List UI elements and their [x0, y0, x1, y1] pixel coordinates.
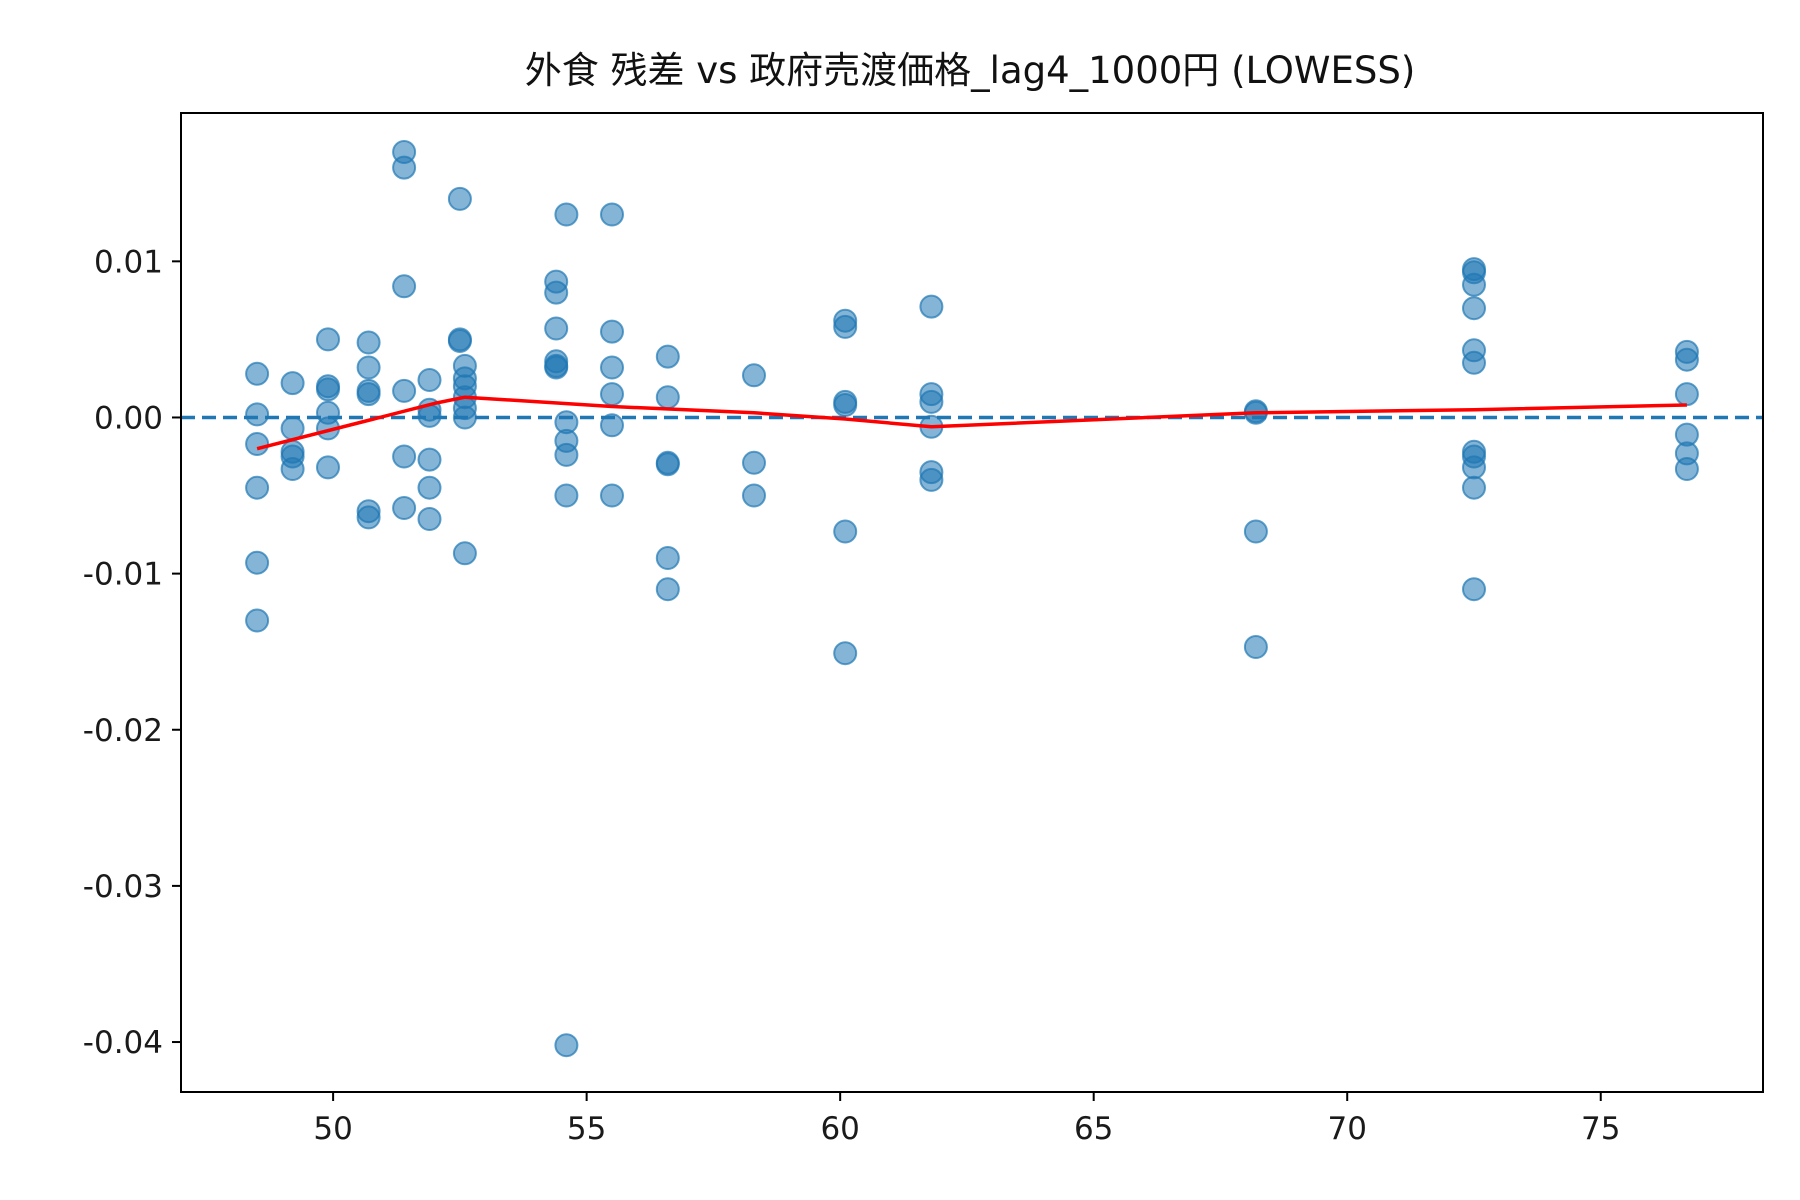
data-point — [600, 483, 624, 508]
data-point — [1462, 272, 1486, 297]
data-point — [919, 389, 944, 414]
data-point — [316, 377, 340, 402]
data-point — [417, 447, 442, 472]
data-point — [742, 483, 766, 508]
data-point — [392, 378, 417, 403]
data-point — [600, 382, 624, 407]
chart-title: 外食 残差 vs 政府売渡価格_lag4_1000円 (LOWESS) — [525, 49, 1416, 92]
y-tick-label: 0.01 — [94, 244, 163, 280]
data-point — [447, 186, 472, 211]
data-point — [833, 314, 858, 339]
data-point — [316, 455, 340, 480]
data-point — [655, 546, 680, 570]
x-tick-label: 60 — [820, 1111, 859, 1147]
data-point — [280, 457, 305, 481]
data-point — [554, 202, 579, 227]
data-point — [245, 402, 270, 427]
y-tick-label: -0.02 — [83, 713, 163, 749]
data-point — [554, 483, 579, 508]
x-tick-label: 70 — [1327, 1111, 1366, 1147]
data-point — [600, 319, 624, 344]
data-point — [392, 496, 417, 520]
y-tick-label: 0.00 — [94, 400, 163, 436]
data-point — [452, 541, 477, 566]
data-point — [392, 155, 417, 180]
data-point — [600, 202, 624, 227]
data-point — [655, 344, 680, 369]
data-point — [356, 355, 381, 380]
data-point — [392, 274, 417, 299]
data-point — [833, 393, 858, 417]
data-point — [833, 519, 858, 544]
data-point — [245, 475, 270, 500]
data-point — [742, 450, 766, 475]
x-axis: 50 55 60 65 70 75 — [313, 1092, 1620, 1147]
data-point — [742, 363, 766, 388]
data-point — [554, 442, 579, 467]
data-point — [392, 444, 417, 469]
x-tick-label: 65 — [1074, 1111, 1113, 1147]
data-point — [356, 382, 381, 407]
data-point — [1674, 347, 1699, 372]
y-axis: 0.01 0.00 -0.01 -0.02 -0.03 -0.04 — [83, 244, 181, 1061]
plot-area — [180, 112, 1764, 1093]
data-point — [1462, 475, 1486, 500]
data-point — [280, 371, 305, 396]
data-point — [356, 505, 381, 530]
data-point — [919, 467, 944, 492]
data-point — [316, 327, 340, 352]
data-point — [655, 452, 680, 477]
data-point — [1243, 635, 1268, 659]
data-point — [1462, 455, 1486, 480]
data-point — [1462, 577, 1486, 602]
data-point — [544, 355, 569, 380]
data-point — [447, 329, 472, 353]
y-tick-label: -0.03 — [83, 869, 163, 905]
axes-frame — [180, 112, 1764, 1093]
data-point — [245, 608, 270, 633]
data-point — [1243, 519, 1268, 544]
data-point — [417, 507, 442, 531]
data-point — [245, 361, 270, 386]
data-point — [245, 432, 270, 456]
x-tick-label: 55 — [567, 1111, 606, 1147]
x-tick-label: 50 — [313, 1111, 352, 1147]
data-point — [919, 294, 944, 319]
data-point — [544, 316, 569, 341]
data-point — [833, 641, 858, 666]
data-point — [544, 280, 569, 305]
data-point — [600, 413, 624, 438]
data-point — [1674, 457, 1699, 481]
data-point — [554, 1033, 579, 1058]
data-point — [655, 385, 680, 410]
y-tick-label: -0.01 — [83, 557, 163, 593]
data-point — [417, 368, 442, 392]
data-point — [245, 550, 270, 575]
x-tick-label: 75 — [1581, 1111, 1620, 1147]
data-point — [1462, 350, 1486, 375]
data-point — [600, 355, 624, 380]
data-point — [655, 577, 680, 602]
data-point — [1462, 296, 1486, 321]
data-point — [1674, 382, 1699, 407]
y-tick-label: -0.04 — [83, 1025, 163, 1061]
lowess-line — [256, 395, 1687, 451]
data-point — [356, 330, 381, 355]
data-point — [417, 475, 442, 500]
